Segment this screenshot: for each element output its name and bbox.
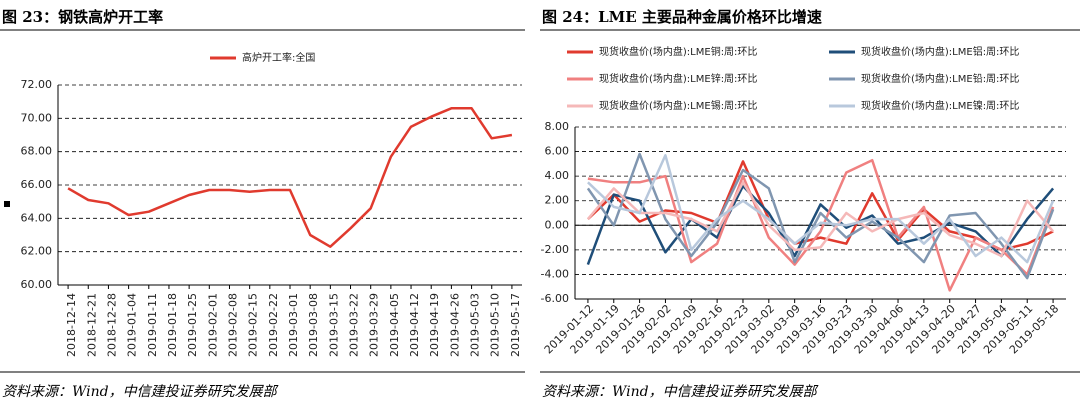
y-tick-label: 64.00 — [21, 211, 53, 224]
x-tick-label: 2019-03-22 — [348, 293, 361, 357]
y-tick-label: 70.00 — [21, 111, 53, 124]
x-tick-label: 2019-01-11 — [146, 293, 159, 357]
y-tick-label: 60.00 — [21, 278, 53, 291]
x-tick-label: 2019-05-10 — [489, 293, 502, 357]
legend-label: 现货收盘价(场内盘):LME锌:周:环比 — [599, 72, 757, 85]
x-tick-label: 2018-12-21 — [85, 293, 98, 357]
y-tick-label: 4.00 — [545, 169, 570, 182]
legend-label: 现货收盘价(场内盘):LME铜:周:环比 — [599, 45, 757, 58]
y-tick-label: 6.00 — [545, 145, 570, 158]
series-line — [587, 158, 1055, 292]
marker — [4, 201, 10, 207]
source-note: 资料来源：Wind，中信建投证券研究发展部 — [542, 384, 819, 400]
y-tick-label: 68.00 — [21, 145, 53, 158]
x-tick-label: 2019-01-18 — [166, 293, 179, 357]
source-note: 资料来源：Wind，中信建投证券研究发展部 — [2, 384, 279, 400]
series-line — [67, 107, 513, 248]
y-tick-label: 8.00 — [545, 120, 570, 133]
x-tick-label: 2019-03-15 — [327, 293, 340, 357]
y-tick-label: 72.00 — [21, 78, 53, 91]
y-tick-label: 2.00 — [545, 194, 570, 207]
x-tick-label: 2019-04-19 — [428, 293, 441, 357]
legend-label: 现货收盘价(场内盘):LME铝:周:环比 — [861, 45, 1019, 58]
x-tick-label: 2019-04-12 — [408, 293, 421, 357]
x-tick-label: 2019-01-25 — [186, 293, 199, 357]
legend-label: 现货收盘价(场内盘):LME锡:周:环比 — [599, 99, 757, 112]
y-tick-label: -6.00 — [541, 292, 569, 305]
y-tick-label: 66.00 — [21, 178, 53, 191]
x-tick-label: 2019-01-04 — [126, 293, 139, 357]
x-tick-label: 2019-03-01 — [287, 293, 300, 357]
chart-title: 图 24：LME 主要品种金属价格环比增速 — [542, 8, 822, 26]
legend-label: 现货收盘价(场内盘):LME铅:周:环比 — [861, 72, 1019, 85]
x-tick-label: 2019-05-17 — [509, 293, 522, 357]
x-tick-label: 2018-12-14 — [65, 293, 78, 357]
y-tick-label: 0.00 — [545, 218, 570, 231]
series-line — [586, 181, 1055, 258]
y-tick-label: -4.00 — [541, 267, 569, 280]
x-tick-label: 2019-03-29 — [368, 293, 381, 357]
series-line — [586, 184, 1055, 266]
x-tick-label: 2019-02-22 — [267, 293, 280, 357]
series-line — [587, 154, 1055, 264]
x-tick-label: 2018-12-28 — [105, 293, 118, 357]
x-tick-label: 2019-02-01 — [206, 293, 219, 357]
y-tick-label: -2.00 — [541, 243, 569, 256]
x-tick-label: 2019-02-15 — [247, 293, 260, 357]
x-tick-label: 2019-02-08 — [226, 293, 239, 357]
legend-label: 高炉开工率:全国 — [242, 51, 315, 64]
y-tick-label: 62.00 — [21, 245, 53, 258]
x-tick-label: 2019-04-05 — [388, 293, 401, 357]
legend-label: 现货收盘价(场内盘):LME镍:周:环比 — [861, 99, 1019, 112]
x-tick-label: 2019-05-03 — [469, 293, 482, 357]
chart-title: 图 23：钢铁高炉开工率 — [2, 8, 163, 26]
x-tick-label: 2019-03-08 — [307, 293, 320, 357]
series-line — [586, 152, 1055, 280]
x-tick-label: 2019-04-26 — [448, 293, 461, 357]
